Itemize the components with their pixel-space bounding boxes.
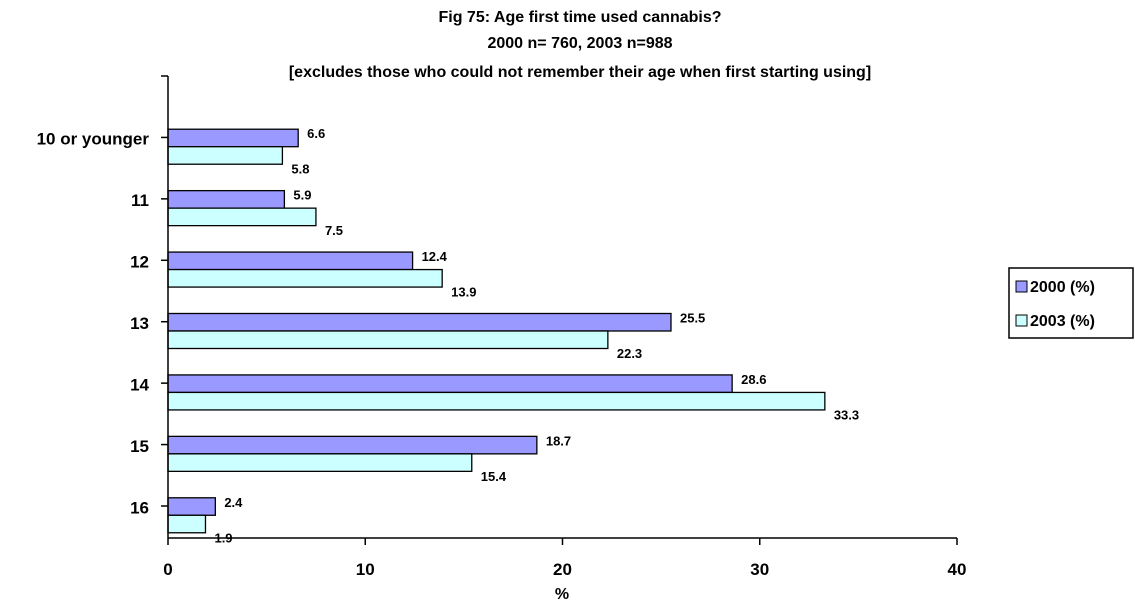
data-label-2003-14: 33.3 — [834, 407, 859, 422]
data-label-2000-12: 12.4 — [422, 249, 448, 264]
data-label-2003-13: 22.3 — [617, 346, 642, 361]
bar-2000-10-or-younger — [167, 128, 299, 148]
data-labels: 6.6 5.8 5.9 7.5 12.4 13.9 25.5 22.3 28.6 33.3 18.7… — [214, 126, 859, 545]
legend-box — [1008, 267, 1134, 339]
title-line-2: 2000 n= 760, 2003 n=988 — [487, 35, 672, 52]
data-label-2003-10-or-younger: 5.8 — [291, 162, 309, 177]
data-label-2000-10-or-younger: 6.6 — [307, 126, 325, 141]
title-line-3: [excludes those who could not remember t… — [289, 64, 871, 81]
legend-label-2003: 2003 (%) — [1030, 313, 1095, 330]
x-tick-label-40: 40 — [948, 560, 967, 579]
bar-2000-15 — [167, 435, 538, 455]
data-label-2003-11: 7.5 — [325, 223, 343, 238]
title-line-1: Fig 75: Age first time used cannabis? — [438, 9, 721, 26]
data-label-2003-15: 15.4 — [481, 469, 507, 484]
data-label-2000-11: 5.9 — [293, 188, 311, 203]
bar-2003-10-or-younger — [167, 146, 284, 165]
data-label-2000-16: 2.4 — [224, 495, 243, 510]
x-tick-label-10: 10 — [356, 560, 375, 579]
data-label-2000-15: 18.7 — [546, 433, 571, 448]
category-label-16: 16 — [130, 498, 149, 517]
data-label-2000-13: 25.5 — [680, 311, 705, 326]
bar-2003-16 — [167, 514, 207, 534]
legend-swatch-2000 — [1015, 280, 1028, 293]
category-label-10-or-younger: 10 or younger — [37, 130, 150, 149]
bar-2003-15 — [167, 453, 473, 473]
x-tick-label-30: 30 — [750, 560, 769, 579]
bar-2000-11 — [167, 189, 286, 209]
category-label-11: 11 — [131, 191, 149, 210]
x-axis-title: % — [555, 586, 569, 600]
bar-2003-14 — [167, 391, 826, 411]
category-label-12: 12 — [130, 253, 149, 272]
data-label-2003-12: 13.9 — [451, 285, 476, 300]
chart-title: Fig 75: Age first time used cannabis? 20… — [289, 9, 871, 81]
bar-2000-13 — [167, 312, 672, 332]
bar-2000-12 — [167, 251, 414, 271]
bar-2000-14 — [167, 374, 733, 394]
bar-2000-16 — [167, 497, 216, 516]
x-tick-labels: 0 10 20 30 40 — [163, 560, 966, 579]
category-label-14: 14 — [130, 375, 149, 394]
category-label-13: 13 — [130, 314, 149, 333]
bar-2003-12 — [167, 268, 443, 288]
data-label-2000-14: 28.6 — [741, 372, 766, 387]
legend: 2000 (%) 2003 (%) — [1008, 267, 1134, 339]
legend-label-2000: 2000 (%) — [1030, 279, 1095, 296]
bar-2003-13 — [167, 330, 609, 350]
bar-2003-11 — [167, 207, 317, 227]
x-tick-label-0: 0 — [163, 560, 172, 579]
category-labels: 10 or younger 11 12 13 14 15 16 — [37, 130, 150, 518]
x-tick-label-20: 20 — [553, 560, 572, 579]
legend-swatch-2003 — [1015, 314, 1028, 327]
axes — [161, 75, 958, 545]
category-label-15: 15 — [130, 437, 149, 456]
